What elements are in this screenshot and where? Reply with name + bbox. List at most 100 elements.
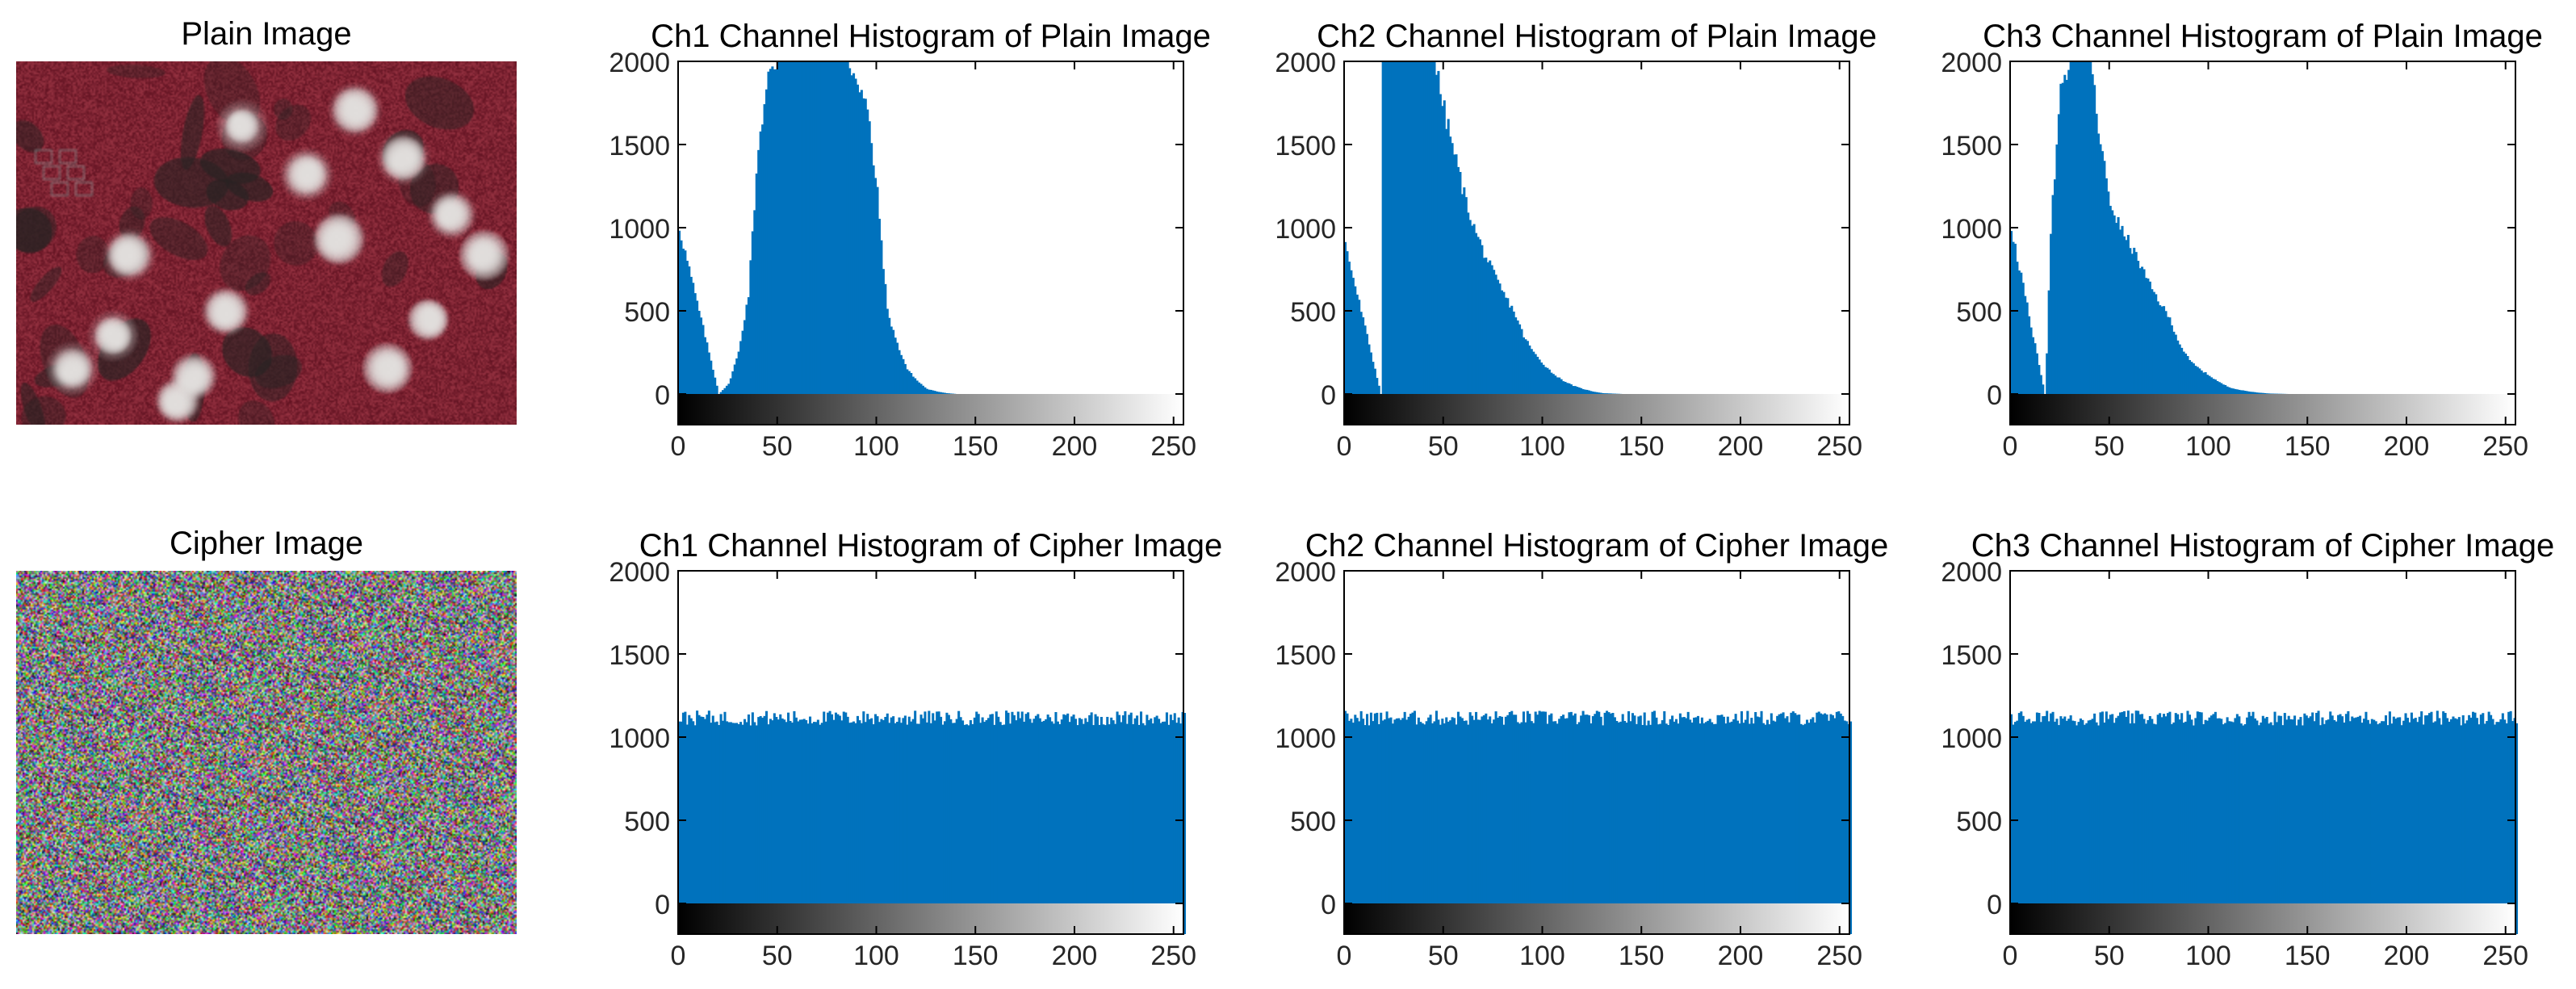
bar (2400, 725, 2403, 934)
bar (771, 720, 774, 934)
bar (2077, 722, 2080, 934)
bar (842, 61, 845, 425)
bar (753, 210, 756, 425)
bar (1359, 710, 1363, 934)
bar (2089, 719, 2092, 934)
bar (1423, 724, 1426, 934)
bar (906, 724, 909, 934)
bar (681, 249, 685, 425)
bar (2111, 714, 2114, 934)
bar (693, 293, 697, 425)
bar (1453, 718, 1456, 934)
bar (745, 722, 748, 934)
x-tick-label: 0 (2003, 431, 2018, 462)
bar (2087, 61, 2090, 425)
bar (2125, 716, 2128, 934)
y-tick-label: 2000 (1941, 48, 2002, 78)
bar (793, 710, 796, 934)
bar (1837, 711, 1841, 934)
bar (1433, 721, 1436, 934)
bar (844, 61, 848, 425)
bar (714, 722, 717, 934)
bar (1385, 711, 1389, 934)
bar (739, 722, 743, 934)
bar (2025, 302, 2029, 425)
bar (706, 342, 709, 425)
bar (727, 722, 731, 934)
bar (765, 710, 769, 934)
bar (2105, 178, 2108, 425)
bar (2152, 291, 2155, 425)
bar (1813, 722, 1816, 934)
bar (2285, 719, 2289, 934)
bar (1530, 721, 1533, 934)
bar (838, 61, 841, 425)
bar (2388, 711, 2391, 934)
bar (1532, 351, 1535, 425)
bar (2075, 725, 2079, 934)
bar (827, 61, 830, 425)
bar (1475, 711, 1478, 934)
bar (2024, 295, 2027, 425)
bar (1431, 723, 1435, 934)
bar (1074, 719, 1078, 934)
y-tick-label: 500 (1290, 807, 1336, 837)
bar (2107, 719, 2110, 934)
bar (1358, 721, 1361, 934)
bar (2050, 713, 2053, 934)
bar (2144, 723, 2147, 934)
bar (2438, 718, 2441, 934)
bar (1598, 711, 1601, 934)
bar (1682, 717, 1686, 934)
bar (777, 61, 780, 425)
bar (2085, 723, 2088, 934)
bar (1772, 720, 1775, 934)
bar (1587, 715, 1590, 934)
bar (2047, 290, 2050, 425)
bar (1707, 720, 1710, 934)
bar (2063, 74, 2067, 425)
y-tick-label: 1500 (1941, 131, 2002, 161)
bar (969, 720, 972, 934)
bar (1518, 324, 1522, 425)
chart-title: Ch1 Channel Histogram of Plain Image (651, 19, 1211, 54)
bar (1703, 723, 1706, 934)
bars (1344, 61, 1623, 425)
bar (2204, 719, 2207, 934)
bar (1120, 722, 1123, 934)
bar (824, 721, 827, 934)
bar (1493, 270, 1496, 425)
bar (785, 61, 788, 425)
bar (910, 721, 913, 934)
bar (1435, 74, 1438, 425)
bar (1447, 119, 1450, 425)
bar (1522, 711, 1525, 934)
bar (876, 716, 879, 934)
bar (2212, 714, 2215, 934)
x-tick-label: 0 (2003, 941, 2018, 971)
y-tick-label: 1000 (609, 214, 670, 245)
bar (2200, 712, 2203, 934)
bar (1068, 722, 1071, 934)
bar (911, 719, 915, 934)
bar (2192, 725, 2195, 934)
bar (706, 715, 709, 934)
bar (1106, 716, 1109, 934)
bar (2457, 717, 2461, 934)
y-tick-label: 0 (1987, 890, 2002, 920)
bar (2047, 721, 2050, 934)
bar (1459, 716, 1462, 934)
bar (1494, 274, 1497, 425)
bar (1399, 719, 1402, 934)
bar (707, 352, 710, 425)
bar (1681, 717, 1684, 934)
bar (846, 716, 849, 934)
bar (2190, 719, 2193, 934)
bar (2272, 725, 2275, 934)
bar (2446, 718, 2449, 934)
bar (888, 723, 891, 934)
bar (1417, 61, 1420, 425)
bar (870, 718, 873, 934)
bar (943, 721, 947, 934)
bar (2198, 711, 2201, 934)
